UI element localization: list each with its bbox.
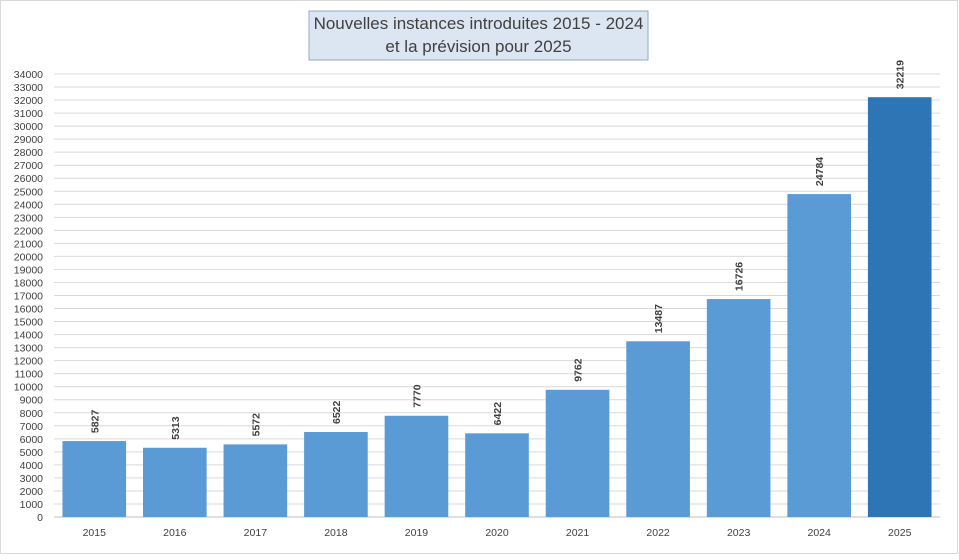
- y-tick-label: 6000: [20, 434, 44, 446]
- bar-2020: [465, 433, 529, 517]
- data-label-2023: 16726: [734, 262, 746, 291]
- y-tick-label: 4000: [20, 460, 44, 472]
- bar-2017: [223, 444, 288, 517]
- y-tick-label: 19000: [14, 264, 43, 276]
- y-tick-label: 9000: [20, 395, 44, 407]
- y-tick-label: 22000: [14, 225, 43, 237]
- y-tick-label: 20000: [14, 251, 43, 263]
- y-tick-label: 2000: [20, 486, 44, 498]
- y-tick-label: 30000: [14, 121, 43, 133]
- y-tick-label: 14000: [14, 330, 43, 342]
- data-label-2024: 24784: [814, 157, 826, 186]
- x-axis: 2015 2016 2017 2018 2019 2020 2021 2022 2023 2024…: [83, 527, 912, 539]
- y-tick-label: 16000: [14, 304, 43, 316]
- y-tick-label: 24000: [14, 199, 43, 211]
- y-tick-label: 17000: [14, 291, 43, 303]
- x-tick-label: 2015: [83, 527, 107, 539]
- y-tick-label: 11000: [15, 369, 44, 381]
- y-tick-label: 5000: [20, 447, 44, 459]
- y-tick-label: 12000: [14, 356, 43, 368]
- data-label-2018: 6522: [331, 401, 343, 425]
- data-label-2017: 5572: [250, 413, 262, 437]
- title-line-1: Nouvelles instances introduites 2015 - 2…: [314, 14, 644, 33]
- data-labels: 5827 5313 5572 6522 7770 6422 9762 13487 16726 24…: [89, 60, 906, 440]
- y-tick-label: 3000: [20, 473, 44, 485]
- bar-2016: [143, 447, 207, 517]
- y-tick-label: 21000: [14, 238, 43, 250]
- bar-2025: [867, 97, 932, 517]
- bar-2022: [626, 341, 690, 517]
- bar-2019: [384, 415, 449, 517]
- y-tick-label: 32000: [14, 95, 43, 107]
- x-tick-label: 2021: [566, 527, 590, 539]
- y-tick-label: 29000: [14, 134, 43, 146]
- x-tick-label: 2022: [646, 527, 670, 539]
- y-tick-label: 0: [37, 512, 43, 524]
- x-tick-label: 2019: [405, 527, 429, 539]
- y-tick-label: 33000: [14, 82, 43, 94]
- bar-2023: [706, 299, 771, 517]
- y-tick-label: 8000: [20, 408, 44, 420]
- bar-2021: [545, 389, 610, 517]
- x-tick-label: 2025: [888, 527, 912, 539]
- x-tick-label: 2020: [485, 527, 509, 539]
- y-tick-label: 1000: [20, 499, 44, 511]
- y-tick-label: 28000: [14, 147, 43, 159]
- y-tick-label: 23000: [14, 212, 43, 224]
- data-label-2022: 13487: [653, 304, 665, 333]
- y-tick-label: 10000: [14, 382, 43, 394]
- y-axis: 0100020003000400050006000700080009000100…: [14, 69, 43, 524]
- chart-title: Nouvelles instances introduites 2015 - 2…: [308, 10, 649, 61]
- y-tick-label: 34000: [14, 69, 43, 81]
- data-label-2015: 5827: [89, 410, 101, 434]
- data-label-2019: 7770: [411, 384, 423, 408]
- bar-2015: [62, 441, 127, 517]
- y-tick-label: 18000: [14, 277, 43, 289]
- bar-2024: [787, 194, 851, 518]
- x-tick-label: 2024: [808, 527, 832, 539]
- data-label-2020: 6422: [492, 402, 504, 426]
- data-label-2016: 5313: [170, 416, 182, 440]
- data-label-2021: 9762: [573, 358, 585, 382]
- y-tick-label: 31000: [14, 108, 43, 120]
- x-tick-label: 2018: [324, 527, 348, 539]
- y-tick-label: 15000: [14, 317, 43, 329]
- y-tick-label: 13000: [14, 343, 43, 355]
- title-box: [308, 10, 649, 61]
- x-tick-label: 2017: [244, 527, 268, 539]
- y-tick-label: 27000: [14, 160, 43, 172]
- y-tick-label: 7000: [20, 421, 44, 433]
- x-tick-label: 2023: [727, 527, 751, 539]
- bars: [62, 97, 932, 518]
- bar-2018: [304, 432, 368, 517]
- x-tick-label: 2016: [163, 527, 187, 539]
- y-tick-label: 25000: [14, 186, 43, 198]
- title-line-2: et la prévision pour 2025: [385, 37, 571, 56]
- y-tick-label: 26000: [14, 173, 43, 185]
- data-label-2025: 32219: [895, 60, 907, 89]
